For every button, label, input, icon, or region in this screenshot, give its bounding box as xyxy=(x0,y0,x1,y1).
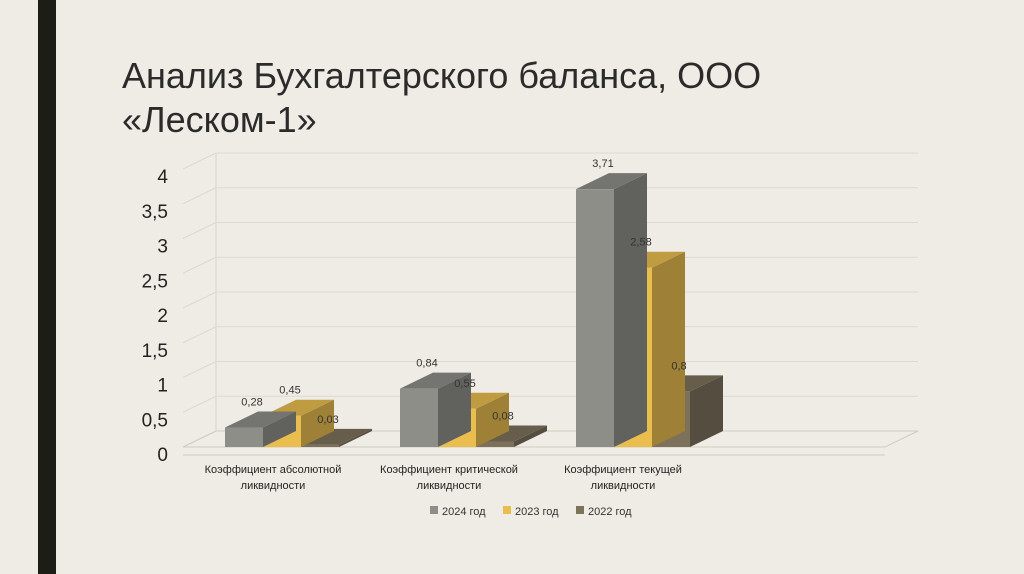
legend-item: 2022 год xyxy=(576,506,632,518)
category-label: Коэффициент абсолютной xyxy=(205,464,342,476)
data-label: 0,28 xyxy=(241,397,262,409)
y-tick-label: 0 xyxy=(157,445,168,466)
bar-front xyxy=(476,441,514,447)
legend-swatch xyxy=(503,506,511,514)
y-tick-label: 1,5 xyxy=(142,341,168,362)
data-label: 0,45 xyxy=(279,385,300,397)
bar xyxy=(576,173,647,447)
bar-side xyxy=(652,251,685,447)
gridline-side xyxy=(182,152,217,170)
bar-side xyxy=(476,392,509,447)
bar-side xyxy=(438,372,471,447)
legend-label: 2023 год xyxy=(515,506,559,518)
bar-side xyxy=(301,399,334,447)
bar xyxy=(400,372,471,447)
bar xyxy=(225,411,296,447)
bar-side xyxy=(263,411,296,447)
category-label: ликвидности xyxy=(417,480,482,492)
legend-swatch xyxy=(576,506,584,514)
bar-front xyxy=(301,444,339,447)
legend-item: 2023 год xyxy=(503,506,559,518)
bar-front xyxy=(400,388,438,447)
category-label: ликвидности xyxy=(591,480,656,492)
bar-front xyxy=(576,189,614,447)
bar-front xyxy=(225,427,263,447)
data-label: 0,03 xyxy=(317,414,338,426)
legend-swatch xyxy=(430,506,438,514)
bar-top xyxy=(301,428,372,445)
data-label: 0,08 xyxy=(492,410,513,422)
gridline-side xyxy=(182,187,217,205)
legend-label: 2022 год xyxy=(588,506,632,518)
data-label: 0,84 xyxy=(416,358,437,370)
gridline-side xyxy=(182,256,217,274)
legend-label: 2024 год xyxy=(442,506,486,518)
left-accent-bar xyxy=(38,0,56,574)
bar-top xyxy=(225,411,296,428)
gridline-side xyxy=(182,291,217,309)
category-label: Коэффициент текущей xyxy=(564,464,682,476)
bar-side xyxy=(339,428,372,447)
bar-top xyxy=(400,372,471,389)
category-label: Коэффициент критической xyxy=(380,464,518,476)
y-tick-label: 1 xyxy=(157,376,168,397)
gridline-side xyxy=(182,395,217,413)
y-tick-label: 2 xyxy=(157,306,168,327)
data-label: 0,55 xyxy=(454,378,475,390)
bar-side xyxy=(614,173,647,447)
data-label: 2,58 xyxy=(630,237,651,249)
bar xyxy=(301,428,372,447)
y-tick-label: 3,5 xyxy=(142,202,168,223)
bar-top xyxy=(576,173,647,190)
gridline-side xyxy=(182,222,217,239)
slide-title: Анализ Бухгалтерского баланса, ООО «Леск… xyxy=(122,55,762,140)
bar-side xyxy=(514,425,547,447)
y-tick-label: 0,5 xyxy=(142,410,168,431)
category-label: ликвидности xyxy=(241,480,306,492)
gridline-side xyxy=(182,361,217,378)
legend-item: 2024 год xyxy=(430,506,486,518)
gridline-side xyxy=(182,326,217,344)
data-label: 0,8 xyxy=(671,360,686,372)
y-tick-label: 2,5 xyxy=(142,271,168,292)
y-tick-label: 4 xyxy=(157,167,168,188)
data-label: 3,71 xyxy=(592,158,613,170)
bar-side xyxy=(690,375,723,447)
y-tick-label: 3 xyxy=(157,237,168,258)
